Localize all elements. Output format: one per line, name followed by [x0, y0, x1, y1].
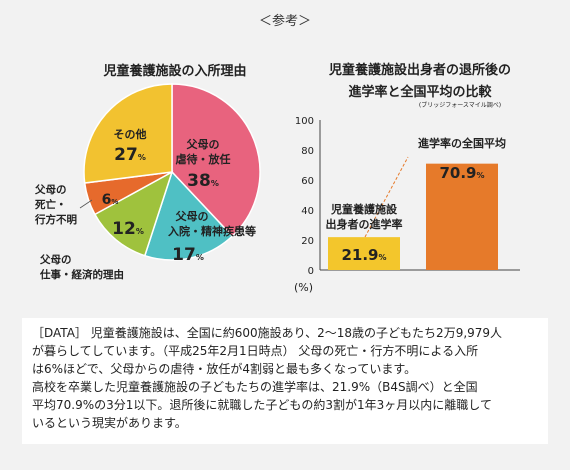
pie-slice-2 — [93, 170, 174, 257]
label-cat1-line1: 児童養護施設 — [330, 202, 398, 216]
label-cat1-line2: 出身者の進学率 — [326, 217, 403, 231]
label-death-line2: 死亡・ — [34, 198, 67, 211]
pie-chart: 父母の 虐待・放任 38% 父母の 入院・精神疾患等 17% 12% 6% その… — [34, 83, 261, 281]
pie-outside-labels: 父母の 死亡・ 行方不明 父母の 仕事・経済的理由 — [34, 184, 124, 281]
pie-slice-1 — [143, 170, 234, 261]
value-work: 12% — [112, 219, 144, 239]
connector-dashed-line — [364, 156, 409, 238]
y-tick-label: 40 — [301, 206, 314, 217]
label-other: その他 — [114, 127, 147, 141]
bar-chart-title: 児童養護施設出身者の退所後の 進学率と全国平均の比較 (ブリッジフォースマイル調… — [300, 60, 540, 109]
label-hosp-line2: 入院・精神疾患等 — [168, 224, 256, 238]
bar-0 — [328, 237, 400, 270]
value-abuse: 38% — [187, 171, 219, 191]
y-axis-unit: (%) — [294, 281, 313, 294]
value-other-pct: % — [138, 153, 146, 162]
value-hosp-pct: % — [196, 253, 204, 262]
value-hosp-num: 17 — [172, 245, 196, 265]
value-bar2-pct: % — [477, 171, 485, 180]
bar-marks — [328, 163, 498, 270]
label-death-line3: 行方不明 — [34, 213, 77, 226]
y-tick-label: 0 — [308, 266, 314, 277]
value-other: 27% — [114, 145, 146, 165]
pie-slice-0 — [171, 83, 261, 238]
y-tick-label: 20 — [301, 236, 314, 247]
label-abuse-line1: 父母の — [186, 138, 220, 151]
value-abuse-pct: % — [211, 179, 219, 188]
data-text-line: 高校を卒業した児童養護施設の子どもたちの進学率は、21.9%（B4S調べ）と全国 — [32, 380, 478, 394]
value-bar2-num: 70.9 — [439, 164, 476, 182]
value-death-num: 6 — [102, 192, 112, 208]
pie-chart-title: 児童養護施設の入所理由 — [103, 64, 247, 79]
data-text-line: が暮らしてしています。（平成25年2月1日時点） 父母の死亡・行方不明による入所 — [32, 344, 479, 358]
label-work-line2: 仕事・経済的理由 — [39, 268, 124, 281]
pie-slice-4 — [83, 83, 173, 184]
label-hosp-line1: 父母の — [175, 210, 209, 223]
reference-header: ＜参考＞ — [258, 14, 311, 29]
bar-title-line1: 児童養護施設出身者の退所後の — [328, 63, 511, 78]
y-tick-label: 60 — [301, 176, 314, 187]
value-bar2: 70.9% — [439, 164, 484, 182]
data-text-line: は6%ほどで、父母からの虐待・放任が4割弱と最も多くなっています。 — [32, 362, 417, 376]
bar-title-line2: 進学率と全国平均の比較 — [348, 85, 492, 100]
y-tick-label: 100 — [295, 116, 314, 127]
value-other-num: 27 — [114, 145, 138, 165]
value-bar1-num: 21.9 — [341, 246, 378, 264]
value-bar1-pct: % — [379, 253, 387, 262]
value-hosp: 17% — [172, 245, 204, 265]
value-work-num: 12 — [112, 219, 136, 239]
data-text-line: ［DATA］ 児童養護施設は、全国に約600施設あり、2～18歳の子どもたち2万… — [32, 326, 503, 340]
value-work-pct: % — [136, 227, 144, 236]
value-bar1: 21.9% — [341, 246, 386, 264]
label-work-line1: 父母の — [39, 254, 72, 266]
bar-1 — [426, 163, 498, 270]
data-text-line: 平均70.9%の3分1以下。退所後に就職した子どもの約3割が1年3ヶ月以内に離職… — [32, 398, 492, 412]
value-death-pct: % — [111, 198, 118, 206]
leader-line-death — [79, 199, 93, 209]
y-tick-label: 80 — [301, 146, 314, 157]
data-text-line: いるという現実があります。 — [32, 416, 187, 430]
label-death-line1: 父母の — [34, 184, 67, 196]
label-abuse-line2: 虐待・放任 — [176, 152, 231, 166]
data-text-box: ［DATA］ 児童養護施設は、全国に約600施設あり、2～18歳の子どもたち2万… — [22, 318, 548, 444]
bar-title-subnote: (ブリッジフォースマイル調べ) — [418, 102, 502, 109]
pie-labels: 父母の 虐待・放任 38% 父母の 入院・精神疾患等 17% 12% 6% その… — [102, 127, 256, 265]
value-death: 6% — [102, 192, 119, 208]
bar-chart: 0 20 40 60 80 100 児童養護施設 出身者の進学率 進学率の全国平均 21.… — [294, 116, 520, 294]
label-cat2: 進学率の全国平均 — [418, 136, 506, 150]
pie-slices — [83, 83, 261, 261]
value-abuse-num: 38 — [187, 171, 211, 191]
